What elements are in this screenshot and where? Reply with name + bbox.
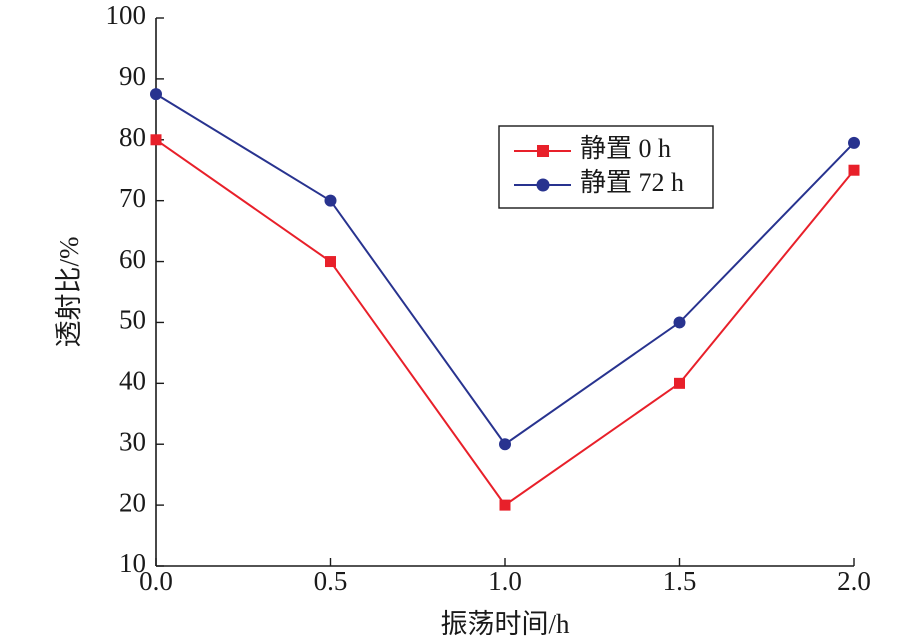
y-tick-label: 80	[119, 122, 146, 152]
legend-label-series-1: 静置 0 h	[580, 134, 671, 163]
data-point-circle	[150, 88, 162, 101]
x-axis-title: 振荡时间/h	[440, 609, 570, 639]
y-tick-label: 60	[119, 244, 146, 274]
legend: 静置 0 h 静置 72 h	[498, 125, 714, 209]
data-point-square	[499, 499, 511, 511]
data-point-circle	[499, 438, 511, 451]
series-layer	[150, 88, 860, 511]
data-point-circle	[848, 136, 860, 149]
y-tick-label: 20	[119, 487, 146, 517]
data-point-circle	[673, 316, 686, 329]
x-ticks: 0.0 0.5 1.0 1.5 2.0	[139, 558, 871, 596]
y-tick-label: 70	[119, 183, 146, 213]
y-tick-label: 90	[119, 61, 146, 91]
axes	[155, 18, 854, 567]
legend-marker-circle	[536, 178, 550, 192]
x-tick-label: 1.0	[488, 566, 522, 596]
data-point-square	[325, 256, 336, 268]
y-tick-label: 100	[106, 0, 147, 30]
x-tick-label: 0.5	[314, 566, 348, 596]
x-tick-label: 0.0	[139, 566, 173, 596]
data-point-circle	[324, 194, 337, 207]
y-tick-label: 50	[119, 305, 146, 335]
legend-box	[498, 125, 714, 209]
legend-marker-square	[537, 145, 549, 157]
data-point-square	[150, 134, 162, 146]
y-tick-label: 30	[119, 426, 146, 456]
x-tick-label: 1.5	[663, 566, 697, 596]
y-axis-title: 透射比/%	[54, 237, 84, 348]
y-tick-label: 40	[119, 366, 146, 396]
x-tick-label: 2.0	[837, 566, 871, 596]
y-ticks: 10 20 30 40 50 60 70 80 90 100	[106, 0, 164, 578]
data-point-square	[674, 377, 685, 389]
data-point-square	[848, 164, 860, 176]
y-tick-label: 10	[119, 548, 146, 578]
legend-label-series-2: 静置 72 h	[580, 168, 684, 197]
